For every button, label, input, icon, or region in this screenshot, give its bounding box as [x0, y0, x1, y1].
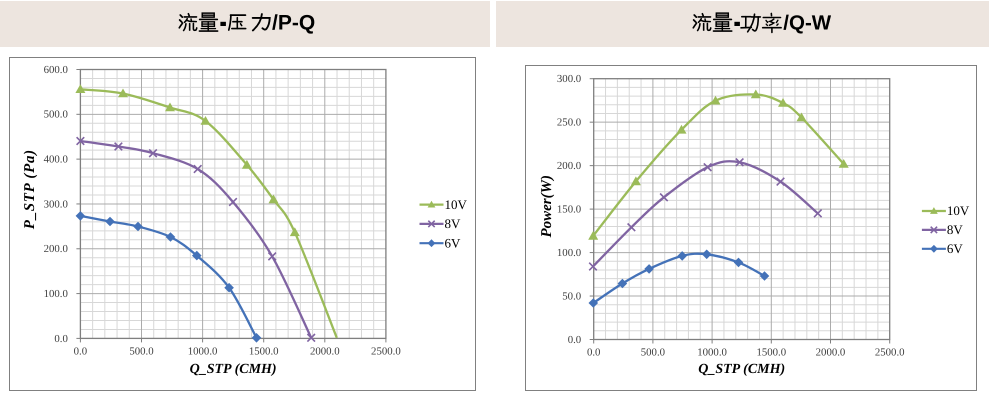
- svg-text:600.0: 600.0: [44, 64, 68, 76]
- svg-text:8V: 8V: [947, 222, 964, 237]
- svg-text:/Q-W: /Q-W: [783, 12, 831, 35]
- svg-text:0.0: 0.0: [568, 334, 582, 346]
- svg-text:200.0: 200.0: [44, 243, 68, 255]
- svg-text:150.0: 150.0: [557, 204, 581, 216]
- svg-text:250.0: 250.0: [557, 117, 581, 129]
- svg-text:1000.0: 1000.0: [188, 346, 218, 358]
- svg-text:0.0: 0.0: [54, 333, 68, 345]
- svg-text:Q_STP (CMH): Q_STP (CMH): [190, 362, 277, 377]
- svg-text:Power(W): Power(W): [539, 175, 555, 238]
- svg-text:8V: 8V: [445, 216, 462, 231]
- svg-text:6V: 6V: [947, 241, 964, 256]
- svg-text:10V: 10V: [445, 197, 468, 212]
- svg-text:0.0: 0.0: [587, 347, 601, 359]
- svg-text:2000.0: 2000.0: [310, 346, 340, 358]
- svg-text:50.0: 50.0: [562, 290, 581, 302]
- svg-text:/P-Q: /P-Q: [272, 12, 315, 35]
- svg-text:2500.0: 2500.0: [371, 346, 401, 358]
- svg-text:500.0: 500.0: [641, 347, 665, 359]
- svg-text:1000.0: 1000.0: [697, 347, 727, 359]
- svg-text:500.0: 500.0: [129, 346, 153, 358]
- svg-text:100.0: 100.0: [557, 247, 581, 259]
- svg-text:400.0: 400.0: [44, 154, 68, 166]
- svg-text:1500.0: 1500.0: [249, 346, 279, 358]
- svg-text:10V: 10V: [947, 203, 970, 218]
- svg-text:6V: 6V: [445, 235, 462, 250]
- svg-text:1500.0: 1500.0: [756, 347, 786, 359]
- svg-text:P_STP (Pa): P_STP (Pa): [22, 149, 38, 229]
- svg-text:0.0: 0.0: [74, 346, 88, 358]
- svg-text:500.0: 500.0: [44, 109, 68, 121]
- svg-text:300.0: 300.0: [44, 198, 68, 210]
- svg-text:200.0: 200.0: [557, 160, 581, 172]
- svg-text:2500.0: 2500.0: [875, 347, 905, 359]
- svg-text:100.0: 100.0: [44, 288, 68, 300]
- svg-text:Q_STP (CMH): Q_STP (CMH): [698, 362, 785, 377]
- svg-text:300.0: 300.0: [557, 73, 581, 85]
- svg-text:2000.0: 2000.0: [816, 347, 846, 359]
